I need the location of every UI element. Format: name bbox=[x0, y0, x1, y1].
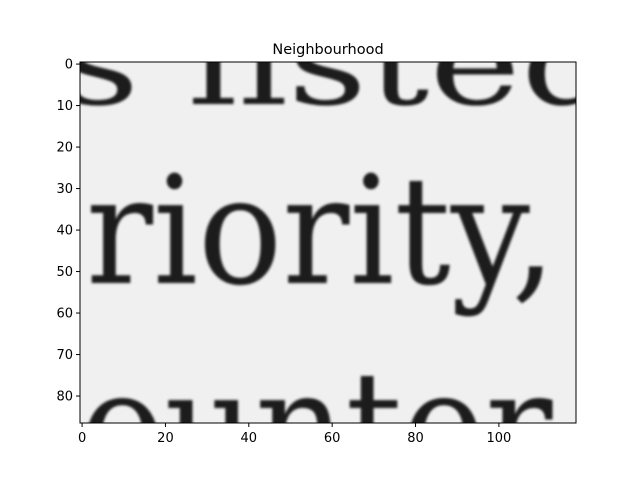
y-tick-label: 30 bbox=[56, 182, 73, 197]
image-area: s listed riority, ounter- bbox=[60, 0, 620, 480]
x-tick-label: 40 bbox=[241, 431, 258, 446]
y-tick-label: 0 bbox=[65, 58, 73, 73]
x-tick-label: 60 bbox=[324, 431, 341, 446]
y-tick-label: 60 bbox=[56, 307, 73, 322]
image-background bbox=[80, 62, 576, 423]
y-tick-label: 20 bbox=[56, 141, 73, 156]
y-tick-label: 50 bbox=[56, 265, 73, 280]
x-tick-label: 80 bbox=[407, 431, 424, 446]
image-text-line-1: s listed bbox=[60, 0, 620, 132]
y-tick-label: 70 bbox=[56, 348, 73, 363]
chart-title: Neighbourhood bbox=[272, 42, 383, 58]
image-text-line-2: riority, bbox=[86, 145, 556, 319]
x-tick-label: 20 bbox=[157, 431, 174, 446]
x-axis: 0 20 40 60 80 100 bbox=[78, 423, 511, 446]
y-tick-label: 40 bbox=[56, 224, 73, 239]
x-tick-label: 0 bbox=[78, 431, 86, 446]
y-tick-label: 80 bbox=[56, 390, 73, 405]
y-tick-label: 10 bbox=[56, 99, 73, 114]
y-axis: 0 10 20 30 40 50 60 70 80 bbox=[56, 58, 80, 405]
x-tick-label: 100 bbox=[486, 431, 511, 446]
axes-frame bbox=[79, 61, 577, 424]
image-text-line-3: ounter- bbox=[80, 340, 600, 480]
